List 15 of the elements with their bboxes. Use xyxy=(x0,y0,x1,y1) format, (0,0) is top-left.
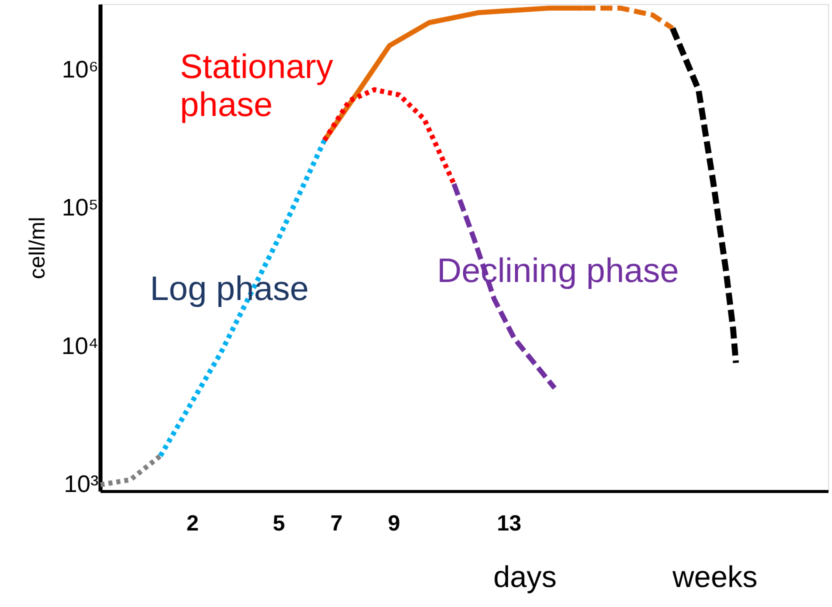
x-tick-label: 7 xyxy=(330,510,343,536)
x-tick-label: 5 xyxy=(272,510,286,536)
annotation: Declining phase xyxy=(437,252,679,290)
annotation: Stationary phase xyxy=(180,48,334,124)
text: weeks xyxy=(671,561,758,594)
text: days xyxy=(493,561,557,594)
x-tick-label: 9 xyxy=(388,510,400,536)
y-tick-label: 10³ xyxy=(64,471,99,498)
x-tick-label: 13 xyxy=(496,510,522,536)
y-tick-label: 10⁵ xyxy=(62,194,98,222)
annotation: Log phase xyxy=(150,270,309,308)
x-tick-label: 2 xyxy=(186,510,199,536)
y-tick-label: 10⁶ xyxy=(62,56,98,84)
y-axis-title: cell/ml xyxy=(24,216,50,280)
y-tick-label: 10⁴ xyxy=(61,332,98,360)
